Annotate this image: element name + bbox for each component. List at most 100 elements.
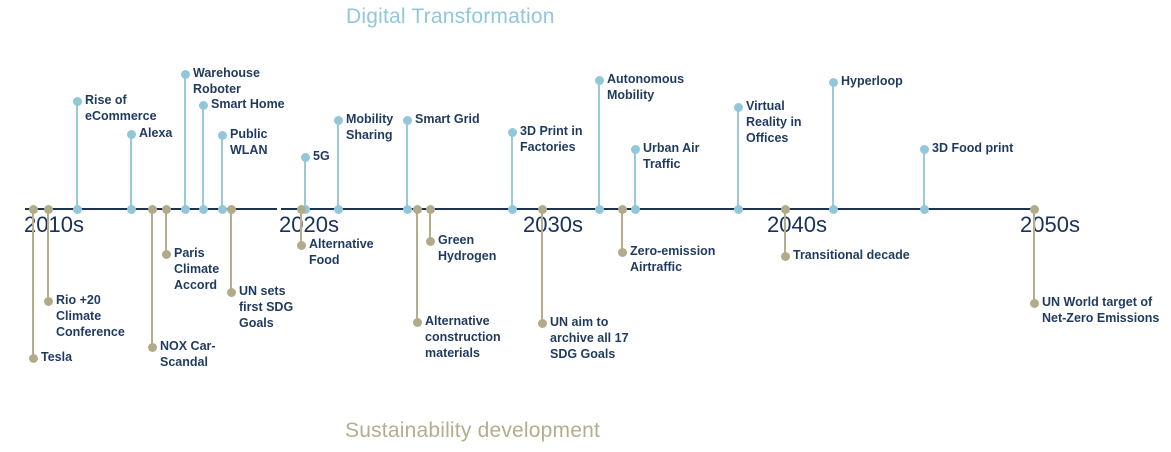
digital-event-stem — [76, 101, 78, 209]
sustainability-event-stem — [230, 209, 232, 292]
axis-marker-dot — [507, 204, 517, 214]
decade-label-2040s: 2040s — [767, 212, 827, 237]
axis-marker-dot — [733, 204, 743, 214]
sustainability-event-dot — [43, 296, 53, 306]
decade-label-2020s: 2020s — [279, 212, 339, 237]
axis-marker-dot — [828, 204, 838, 214]
digital-event-label: Hyperloop — [841, 74, 903, 88]
digital-event-dot — [198, 100, 208, 110]
sustainability-event-label: Alternative construction materials — [425, 314, 501, 360]
axis-marker-dot — [919, 204, 929, 214]
sustainability-event-stem — [165, 209, 167, 254]
sustainability-event-dot — [617, 247, 627, 257]
digital-event-label: Urban Air Traffic — [643, 141, 700, 171]
sustainability-event-label: Green Hydrogen — [438, 233, 497, 263]
digital-event-dot — [507, 127, 517, 137]
digital-transformation-title: Digital Transformation — [346, 5, 555, 28]
digital-event-stem — [634, 149, 636, 209]
axis-marker-dot — [630, 204, 640, 214]
sustainability-event-stem — [47, 209, 49, 301]
sustainability-event-dot — [28, 353, 38, 363]
digital-event-label: Public WLAN — [230, 127, 268, 157]
axis-marker-dot — [198, 204, 208, 214]
digital-event-stem — [202, 105, 204, 209]
digital-event-label: Alexa — [139, 126, 173, 140]
digital-event-label: Warehouse Roboter — [193, 66, 260, 96]
axis-marker-dot — [147, 204, 157, 214]
digital-event-dot — [72, 96, 82, 106]
sustainability-development-title: Sustainability development — [345, 419, 601, 442]
axis-marker-dot — [425, 204, 435, 214]
axis-marker-dot — [617, 204, 627, 214]
sustainability-event-dot — [412, 317, 422, 327]
sustainability-event-label: Rio +20 Climate Conference — [56, 293, 125, 339]
digital-event-dot — [300, 152, 310, 162]
digital-event-dot — [217, 130, 227, 140]
sustainability-event-dot — [780, 251, 790, 261]
digital-event-label: Virtual Reality in Offices — [746, 99, 802, 145]
digital-event-stem — [304, 157, 306, 209]
axis-marker-dot — [126, 204, 136, 214]
digital-event-dot — [828, 77, 838, 87]
axis-marker-dot — [594, 204, 604, 214]
timeline-axis-segment-2 — [281, 208, 1034, 210]
digital-event-dot — [630, 144, 640, 154]
axis-marker-dot — [780, 204, 790, 214]
axis-marker-dot — [333, 204, 343, 214]
sustainability-event-stem — [541, 209, 543, 323]
digital-event-stem — [130, 134, 132, 209]
digital-event-label: 5G — [313, 149, 330, 163]
digital-event-stem — [337, 120, 339, 209]
sustainability-event-dot — [226, 287, 236, 297]
sustainability-event-stem — [1033, 209, 1035, 303]
digital-event-label: Autonomous Mobility — [607, 72, 685, 102]
digital-event-stem — [598, 80, 600, 209]
sustainability-event-label: Zero-emission Airtraffic — [630, 244, 716, 274]
decade-label-2030s: 2030s — [523, 212, 583, 237]
sustainability-event-dot — [1029, 298, 1039, 308]
sustainability-event-label: Alternative Food — [309, 237, 374, 267]
sustainability-event-label: UN aim to archive all 17 SDG Goals — [550, 315, 629, 361]
axis-marker-dot — [412, 204, 422, 214]
sustainability-event-dot — [161, 249, 171, 259]
sustainability-event-label: UN sets first SDG Goals — [239, 284, 294, 330]
sustainability-event-label: Tesla — [41, 350, 73, 364]
sustainability-event-label: Transitional decade — [793, 248, 910, 262]
axis-marker-dot — [180, 204, 190, 214]
digital-event-label: Smart Home — [211, 97, 285, 111]
axis-marker-dot — [402, 204, 412, 214]
decade-label-2050s: 2050s — [1020, 212, 1080, 237]
sustainability-event-stem — [416, 209, 418, 322]
axis-marker-dot — [296, 204, 306, 214]
digital-event-label: 3D Print in Factories — [520, 124, 583, 154]
sustainability-event-stem — [151, 209, 153, 347]
sustainability-event-label: UN World target of Net-Zero Emissions — [1042, 295, 1160, 325]
sustainability-event-dot — [425, 236, 435, 246]
digital-event-stem — [221, 135, 223, 209]
digital-event-dot — [594, 75, 604, 85]
digital-event-dot — [333, 115, 343, 125]
digital-event-dot — [733, 102, 743, 112]
sustainability-event-stem — [32, 209, 34, 358]
sustainability-event-stem — [429, 209, 431, 241]
digital-event-stem — [184, 74, 186, 209]
digital-event-dot — [919, 144, 929, 154]
sustainability-event-dot — [147, 342, 157, 352]
digital-event-stem — [923, 149, 925, 209]
axis-marker-dot — [28, 204, 38, 214]
sustainability-event-stem — [784, 209, 786, 256]
sustainability-event-dot — [537, 318, 547, 328]
sustainability-event-label: NOX Car- Scandal — [160, 339, 216, 369]
digital-event-label: Rise of eCommerce — [85, 93, 157, 123]
sustainability-event-dot — [296, 240, 306, 250]
digital-event-stem — [737, 107, 739, 209]
sustainability-event-stem — [300, 209, 302, 245]
digital-event-stem — [406, 120, 408, 209]
axis-marker-dot — [217, 204, 227, 214]
sustainability-event-stem — [621, 209, 623, 252]
axis-marker-dot — [1029, 204, 1039, 214]
digital-event-stem — [511, 132, 513, 209]
axis-marker-dot — [72, 204, 82, 214]
axis-marker-dot — [537, 204, 547, 214]
digital-event-dot — [402, 115, 412, 125]
